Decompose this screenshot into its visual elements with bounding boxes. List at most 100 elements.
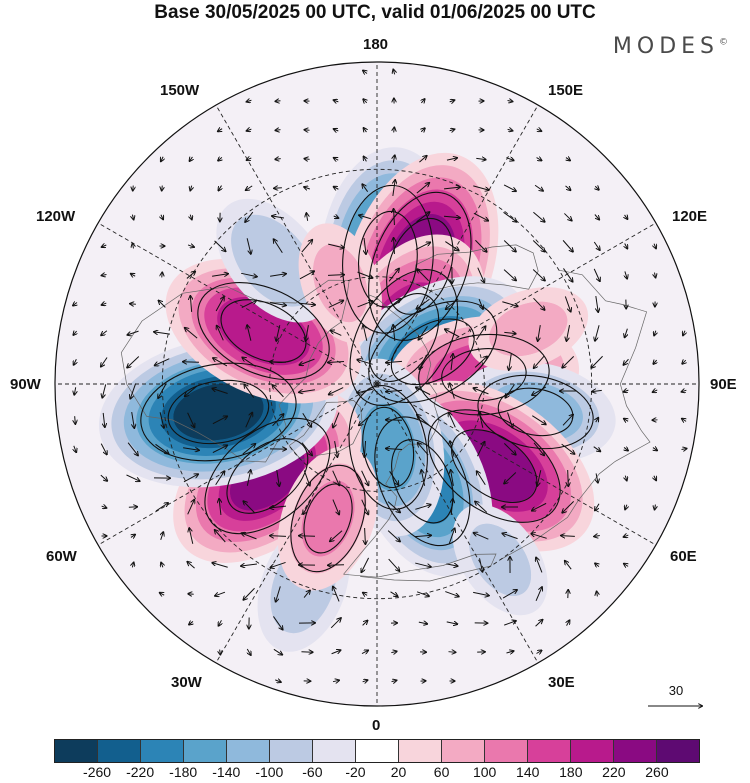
wind-arrow [533,211,544,221]
wind-arrow [190,214,192,220]
wind-arrow [625,271,627,278]
colorbar-swatch [98,740,141,762]
wind-arrow [416,212,430,223]
wind-arrow [155,358,170,366]
wind-arrow [504,472,517,484]
wind-arrow [212,563,228,568]
contour-line [368,293,440,383]
wind-arrow [414,535,431,536]
wind-arrow [187,500,195,515]
meridian-line [97,383,378,546]
contour-line [226,438,309,514]
wind-arrow [567,620,570,626]
wind-arrow [101,330,108,335]
colorbar-swatch [528,740,571,762]
contour-line [368,191,472,341]
wind-arrow [102,384,107,397]
meridian-line [376,383,539,664]
wind-arrow [388,558,400,571]
wind-arrow [418,443,429,456]
wind-arrow [215,591,226,596]
wind-arrow [533,297,544,310]
wind-arrow [328,301,343,308]
contour-line [451,429,538,504]
wind-arrow [536,558,543,573]
wind-arrow [302,412,311,427]
wind-arrow [446,564,457,566]
coastline [413,244,539,292]
wind-arrow [215,297,224,312]
wind-arrow [364,440,365,457]
wind-arrow [215,471,225,486]
lon-label-60e: 60E [670,548,697,565]
wind-arrow [127,356,140,367]
wind-arrow [306,213,307,221]
wind-arrow [536,158,542,161]
wind-arrow [507,101,513,102]
wind-arrow [566,158,570,161]
wind-arrow [593,446,601,452]
wind-arrow [538,325,541,341]
wind-arrow [477,267,484,283]
contour-line [390,318,475,386]
wind-arrow [593,241,599,250]
wind-arrow [473,591,489,595]
wind-arrow [334,187,339,190]
wind-arrow [75,416,76,424]
wind-arrow [270,362,287,363]
wind-arrow [507,129,513,130]
wind-arrow [506,158,513,161]
wind-arrow [386,390,403,391]
wind-arrow [625,243,628,249]
wind-arrow [359,215,372,220]
wind-arrow [625,328,628,338]
wind-arrow [682,360,685,364]
wind-arrow [218,185,221,191]
coastline [343,553,497,582]
wind-arrow [473,185,488,190]
wind-arrow [213,358,228,367]
wind-arrow [362,184,369,192]
wind-arrow [219,499,221,516]
colorbar-tick-label: -260 [83,764,112,780]
wind-arrow [477,442,484,457]
lon-label-90e: 90E [710,376,737,393]
wind-arrow [421,99,424,103]
wind-arrow [418,622,427,624]
lon-label-60w: 60W [46,548,77,565]
wind-arrow [596,296,598,312]
lon-label-180: 180 [363,36,389,53]
wind-arrow [597,592,598,597]
wind-arrow [565,561,572,570]
wind-arrow [449,100,455,102]
wind-arrow [101,357,108,366]
wind-arrow [74,387,75,394]
wind-arrow [592,390,602,391]
wind-arrow [73,331,76,335]
wind-arrow [507,412,513,427]
wind-arrow [132,563,133,568]
wind-arrow [394,128,395,133]
wind-arrow [357,271,373,278]
wind-arrow [476,326,486,340]
wind-arrow [393,325,395,342]
wind-arrow [596,418,598,422]
contour-line [427,409,561,523]
colorbar-tick-label: -100 [255,764,284,780]
contour-line [391,439,454,524]
wind-arrow [133,185,134,191]
lon-label-0: 0 [372,717,381,734]
wind-arrow [330,618,341,629]
wind-arrow [331,331,342,336]
wind-arrow [502,301,517,307]
wind-arrow [270,302,286,306]
wind-arrow [595,563,599,566]
colorbar-swatch [485,740,528,762]
wind-arrow [241,272,257,276]
wind-arrow [415,505,430,510]
wind-arrow [212,389,228,394]
wind-arrow [561,536,575,537]
colorbar [54,739,700,763]
wind-arrow [415,562,431,567]
wind-arrow [532,240,545,251]
